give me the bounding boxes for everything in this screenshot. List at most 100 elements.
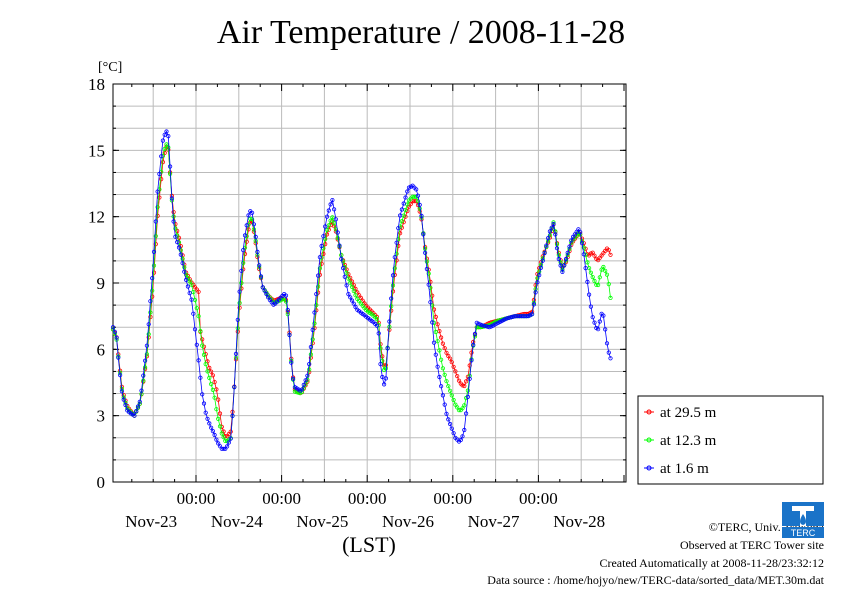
data-point xyxy=(449,393,454,398)
data-point xyxy=(182,269,187,274)
data-point xyxy=(221,446,226,451)
data-point xyxy=(248,216,253,222)
data-point xyxy=(226,440,231,445)
data-point xyxy=(326,208,331,213)
data-point xyxy=(383,376,388,381)
y-tick-label: 3 xyxy=(97,407,106,426)
data-point xyxy=(323,224,328,229)
data-point xyxy=(180,261,185,266)
data-point xyxy=(143,358,148,363)
data-point xyxy=(299,387,305,392)
data-point xyxy=(578,230,583,235)
data-point xyxy=(483,324,488,329)
data-point xyxy=(239,268,244,273)
data-point xyxy=(349,284,355,289)
data-point xyxy=(134,408,139,414)
data-point xyxy=(603,327,608,332)
data-point xyxy=(376,331,381,336)
data-point xyxy=(446,417,451,422)
data-point xyxy=(592,320,597,325)
data-point xyxy=(189,282,194,287)
data-point xyxy=(191,311,196,316)
data-point xyxy=(200,343,205,348)
data-point xyxy=(333,217,338,222)
data-point xyxy=(346,276,351,281)
data-point xyxy=(315,284,321,289)
data-point xyxy=(545,236,551,241)
data-point xyxy=(141,378,146,383)
data-point xyxy=(321,234,326,239)
data-point xyxy=(562,263,567,268)
data-point xyxy=(148,310,153,315)
data-point xyxy=(290,376,296,381)
data-point xyxy=(412,194,417,199)
data-point xyxy=(319,243,324,249)
data-point xyxy=(184,277,189,282)
data-point xyxy=(196,358,201,363)
data-point xyxy=(323,242,328,247)
x-date-label: Nov-25 xyxy=(296,512,348,531)
data-point xyxy=(241,260,246,266)
data-point xyxy=(314,291,319,297)
data-point xyxy=(465,394,470,399)
data-point xyxy=(314,302,319,308)
data-point xyxy=(116,355,121,360)
data-point xyxy=(150,276,155,281)
data-point xyxy=(137,399,142,404)
legend-box xyxy=(637,395,824,485)
data-point xyxy=(198,328,203,334)
data-point xyxy=(155,189,160,194)
data-point xyxy=(396,226,401,231)
data-point xyxy=(449,426,454,431)
legend-label: at 1.6 m xyxy=(660,461,709,477)
data-point xyxy=(481,323,486,328)
data-point xyxy=(251,222,256,227)
data-point xyxy=(217,411,223,416)
data-point xyxy=(556,256,561,262)
data-point xyxy=(390,273,396,278)
data-point xyxy=(323,237,328,242)
data-point xyxy=(187,279,192,284)
y-tick-label: 12 xyxy=(88,208,105,227)
data-point xyxy=(392,266,397,271)
data-point xyxy=(191,289,196,295)
data-point xyxy=(374,323,379,328)
data-point xyxy=(164,129,169,134)
data-point xyxy=(324,214,330,219)
y-tick-label: 15 xyxy=(88,141,105,160)
data-point xyxy=(547,233,553,238)
data-point xyxy=(451,364,456,369)
data-point xyxy=(435,322,440,327)
data-point xyxy=(424,266,429,272)
data-point xyxy=(433,329,438,335)
data-point xyxy=(118,372,123,378)
data-point xyxy=(440,366,445,371)
x-time-label: 00:00 xyxy=(262,489,301,508)
data-point xyxy=(164,142,169,147)
data-point xyxy=(399,219,404,224)
data-point xyxy=(567,244,572,249)
data-point xyxy=(146,332,151,337)
data-point xyxy=(287,332,292,338)
data-point xyxy=(348,280,353,285)
data-point xyxy=(535,280,540,285)
data-point xyxy=(421,232,426,237)
data-point xyxy=(114,335,119,340)
data-point xyxy=(246,213,251,218)
data-point xyxy=(328,218,333,223)
data-point xyxy=(317,255,322,260)
y-tick-label: 18 xyxy=(88,75,105,94)
data-point xyxy=(194,342,199,347)
series-2 xyxy=(110,129,613,451)
data-point xyxy=(383,366,388,371)
data-point xyxy=(246,227,251,232)
data-point xyxy=(390,283,396,288)
data-point xyxy=(160,160,165,165)
data-point xyxy=(387,319,392,324)
data-point xyxy=(385,346,390,351)
data-point xyxy=(444,379,449,384)
data-point xyxy=(144,343,149,348)
data-point xyxy=(241,248,246,253)
data-point xyxy=(141,373,146,378)
data-point xyxy=(146,322,151,327)
